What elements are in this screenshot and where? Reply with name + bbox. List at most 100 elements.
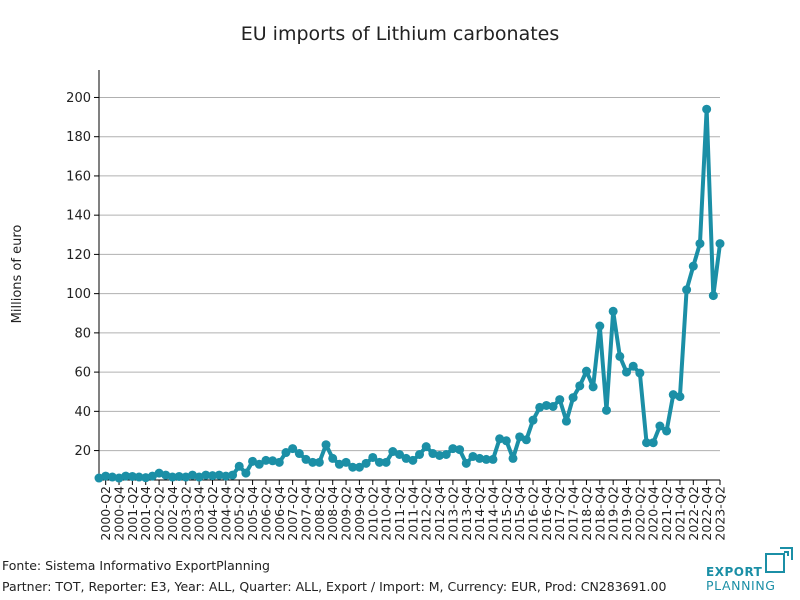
x-tick-label: 2021-Q4: [672, 486, 687, 541]
data-point: [314, 457, 324, 467]
data-point: [421, 442, 431, 452]
data-point: [101, 471, 111, 481]
logo-text-export: EXPORT: [706, 565, 763, 579]
x-tick-label: 2015-Q4: [512, 486, 527, 541]
x-tick-label: 2019-Q4: [619, 486, 634, 541]
data-point: [228, 470, 238, 480]
data-point: [435, 450, 445, 460]
data-point: [688, 261, 698, 271]
y-tick-label: 120: [66, 248, 91, 263]
x-tick-label: 2023-Q2: [713, 486, 728, 541]
y-tick-label: 80: [74, 326, 91, 341]
data-point: [234, 461, 244, 471]
x-tick-label: 2012-Q2: [419, 486, 434, 541]
x-tick-label: 2006-Q2: [258, 486, 273, 541]
logo-mark-icon: [765, 547, 793, 573]
y-tick-label: 180: [66, 130, 91, 145]
x-tick-label: 2014-Q2: [472, 486, 487, 541]
x-tick-label: 2007-Q4: [299, 486, 314, 541]
x-tick-label: 2018-Q2: [579, 486, 594, 541]
data-point: [221, 471, 231, 481]
data-point: [167, 472, 177, 482]
data-point: [381, 457, 391, 467]
x-tick-label: 2008-Q4: [325, 486, 340, 541]
data-point: [588, 382, 598, 392]
data-point: [648, 438, 658, 448]
exportplanning-logo: EXPORT PLANNING: [706, 546, 796, 594]
data-point: [715, 239, 725, 249]
x-tick-label: 2001-Q4: [138, 486, 153, 541]
data-point: [241, 468, 251, 478]
data-point: [174, 471, 184, 481]
data-point: [415, 450, 425, 459]
data-point: [261, 455, 271, 465]
data-point: [521, 435, 531, 445]
data-point: [622, 367, 632, 377]
x-tick-label: 2003-Q2: [178, 486, 193, 541]
x-tick-label: 2017-Q2: [552, 486, 567, 541]
x-tick-label: 2018-Q4: [592, 486, 607, 541]
data-point: [134, 472, 144, 482]
x-tick-label: 2013-Q2: [445, 486, 460, 541]
x-tick-label: 2004-Q2: [205, 486, 220, 541]
data-point: [455, 445, 465, 455]
source-note: Fonte: Sistema Informativo ExportPlannin…: [2, 558, 270, 573]
x-tick-label: 2017-Q4: [566, 486, 581, 541]
axes: [98, 70, 720, 481]
x-tick-label: 2012-Q4: [432, 486, 447, 541]
data-point: [394, 450, 404, 459]
data-point: [408, 455, 418, 465]
data-point: [475, 453, 485, 463]
y-tick-label: 40: [74, 405, 91, 420]
data-point: [321, 440, 331, 450]
x-tick-label: 2011-Q2: [392, 486, 407, 541]
x-tick-label: 2016-Q2: [526, 486, 541, 541]
data-point: [541, 400, 551, 410]
data-point: [601, 405, 611, 415]
data-point: [341, 457, 351, 467]
data-point: [561, 416, 571, 426]
x-tick-label: 2015-Q2: [499, 486, 514, 541]
line-chart: EU imports of Lithium carbonates Million…: [10, 23, 728, 541]
x-tick-label: 2005-Q4: [245, 486, 260, 541]
x-tick-label: 2021-Q2: [659, 486, 674, 541]
x-tick-label: 2002-Q2: [152, 486, 167, 541]
data-point: [615, 351, 625, 361]
data-point: [548, 401, 558, 411]
data-point: [695, 239, 705, 249]
y-axis-label: Millions of euro: [10, 225, 25, 324]
y-tick-label: 100: [66, 287, 91, 302]
x-tick-label: 2004-Q4: [218, 486, 233, 541]
x-tick-label: 2002-Q4: [165, 486, 180, 541]
data-point: [568, 393, 578, 403]
grid-lines: [99, 96, 720, 452]
data-points: [94, 104, 725, 483]
x-tick-label: 2022-Q2: [686, 486, 701, 541]
data-point: [294, 449, 304, 459]
x-tick-label: 2019-Q2: [606, 486, 621, 541]
data-point: [328, 453, 338, 463]
x-tick-label: 2003-Q4: [192, 486, 207, 541]
data-point: [348, 462, 358, 472]
data-point: [662, 426, 672, 436]
y-ticks: 20 40 60 80 100 120 140 160 180 200: [66, 91, 99, 459]
data-point: [361, 458, 371, 468]
x-tick-label: 2009-Q2: [339, 486, 354, 541]
x-tick-label: 2009-Q4: [352, 486, 367, 541]
x-tick-label: 2010-Q2: [365, 486, 380, 541]
data-point: [628, 361, 638, 371]
data-point: [555, 395, 565, 405]
logo-text-planning: PLANNING: [706, 578, 776, 593]
x-tick-label: 2006-Q4: [272, 486, 287, 541]
data-point: [127, 471, 137, 481]
data-point: [461, 458, 471, 468]
x-tick-label: 2000-Q4: [112, 486, 127, 541]
data-point: [481, 454, 491, 464]
x-tick-label: 2007-Q2: [285, 486, 300, 541]
x-tick-label: 2001-Q2: [125, 486, 140, 541]
x-tick-label: 2008-Q2: [312, 486, 327, 541]
data-point: [581, 366, 591, 376]
y-tick-label: 60: [74, 366, 91, 381]
data-point: [595, 321, 605, 331]
data-point: [488, 454, 498, 464]
